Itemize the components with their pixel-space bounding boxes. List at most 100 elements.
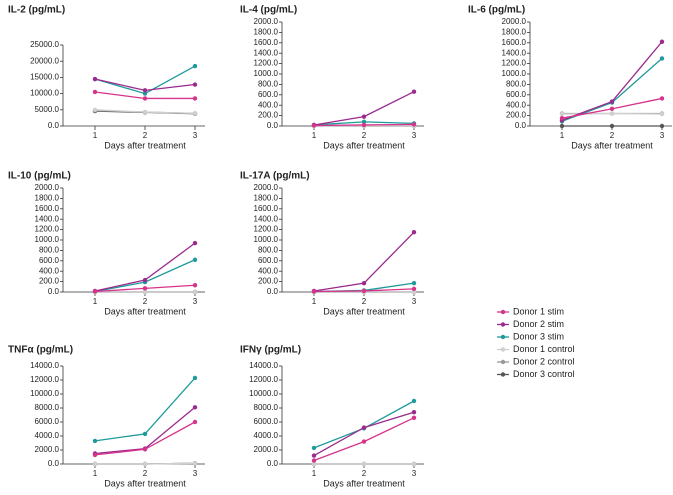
y-tick-label: 800.0 <box>258 246 279 255</box>
legend-marker <box>500 334 506 340</box>
data-point <box>411 461 417 467</box>
data-point <box>361 122 367 128</box>
y-tick-label: 4000.0 <box>35 431 60 440</box>
data-point <box>192 111 198 116</box>
y-tick-label: 5000.0 <box>35 105 60 114</box>
data-point <box>559 123 565 129</box>
y-tick-label: 1600.0 <box>254 38 279 47</box>
data-point <box>411 89 417 94</box>
y-tick-label: 1000.0 <box>254 69 279 78</box>
x-tick-label: 1 <box>312 131 317 140</box>
x-tick-label: 3 <box>412 131 417 140</box>
y-tick-label: 1000.0 <box>254 235 279 244</box>
series <box>559 123 665 129</box>
y-tick-label: 10000.0 <box>30 389 59 398</box>
data-point <box>142 461 148 467</box>
data-point <box>142 286 148 291</box>
chart-title: TNFα (pg/mL) <box>8 345 73 356</box>
data-point <box>192 419 198 425</box>
data-point <box>192 63 198 69</box>
series <box>92 419 198 458</box>
y-tick-label: 4000.0 <box>254 431 279 440</box>
data-point <box>142 277 148 283</box>
data-point <box>92 89 98 95</box>
y-tick-label: 0.0 <box>515 121 527 130</box>
y-tick-label: 2000.0 <box>35 183 60 192</box>
y-tick-label: 1600.0 <box>502 38 527 47</box>
y-tick-label: 1400.0 <box>254 214 279 223</box>
data-point <box>659 96 665 101</box>
y-tick-label: 800.0 <box>506 80 527 89</box>
x-tick-label: 1 <box>312 297 317 306</box>
series <box>311 461 417 467</box>
y-tick-label: 1400.0 <box>502 48 527 57</box>
y-tick-label: 600.0 <box>258 90 279 99</box>
y-tick-label: 400.0 <box>39 266 60 275</box>
y-tick-label: 0.0 <box>267 459 279 468</box>
series <box>311 286 417 294</box>
series <box>311 410 417 458</box>
data-point <box>192 375 198 381</box>
y-tick-label: 800.0 <box>258 80 279 89</box>
x-tick-label: 1 <box>93 131 98 140</box>
data-point <box>311 289 317 294</box>
y-tick-label: 200.0 <box>258 277 279 286</box>
y-tick-label: 1000.0 <box>35 235 60 244</box>
y-tick-label: 8000.0 <box>254 403 279 412</box>
data-point <box>411 289 417 295</box>
y-tick-label: 0.0 <box>48 459 60 468</box>
data-point <box>92 461 98 467</box>
legend-label: Donor 3 stim <box>513 331 564 341</box>
y-tick-label: 2000.0 <box>35 445 60 454</box>
y-tick-label: 20000.0 <box>30 56 59 65</box>
legend-label: Donor 2 control <box>513 356 575 366</box>
chart-title: IFNγ (pg/mL) <box>240 345 301 356</box>
y-tick-label: 800.0 <box>39 246 60 255</box>
data-point <box>361 461 367 467</box>
series <box>92 240 198 294</box>
data-point <box>192 96 198 101</box>
data-point <box>361 439 367 444</box>
y-tick-label: 200.0 <box>506 111 527 120</box>
data-point <box>142 91 148 96</box>
y-tick-label: 6000.0 <box>254 417 279 426</box>
series <box>311 415 417 463</box>
series <box>92 76 198 93</box>
x-tick-label: 2 <box>362 469 367 478</box>
x-tick-label: 3 <box>660 131 665 140</box>
y-tick-label: 0.0 <box>48 287 60 296</box>
y-tick-label: 6000.0 <box>35 417 60 426</box>
data-point <box>411 286 417 292</box>
series <box>92 107 198 116</box>
chart-title: IL-17A (pg/mL) <box>240 171 310 182</box>
y-tick-label: 0.0 <box>267 121 279 130</box>
data-point <box>142 88 148 93</box>
data-point <box>311 458 317 463</box>
legend-label: Donor 2 stim <box>513 319 564 329</box>
data-point <box>92 438 98 444</box>
y-tick-label: 1000.0 <box>502 69 527 78</box>
y-tick-label: 1400.0 <box>35 214 60 223</box>
legend-marker <box>500 347 506 352</box>
legend-label: Donor 1 stim <box>513 306 564 316</box>
x-tick-label: 2 <box>143 469 148 478</box>
series <box>92 375 198 444</box>
data-point <box>361 425 367 430</box>
data-point <box>142 96 148 101</box>
legend-marker <box>500 322 506 327</box>
data-point <box>142 431 148 437</box>
legend-marker <box>500 309 506 315</box>
data-point <box>311 123 317 128</box>
chart-title: IL-10 (pg/mL) <box>8 171 71 182</box>
y-tick-label: 1400.0 <box>254 48 279 57</box>
data-point <box>92 107 98 113</box>
data-point <box>659 39 665 44</box>
data-point <box>192 82 198 87</box>
data-point <box>311 461 317 467</box>
x-axis-label: Days after treatment <box>323 478 405 488</box>
x-tick-label: 2 <box>143 297 148 306</box>
x-tick-label: 3 <box>412 469 417 478</box>
data-point <box>92 76 98 82</box>
y-tick-label: 400.0 <box>258 266 279 275</box>
